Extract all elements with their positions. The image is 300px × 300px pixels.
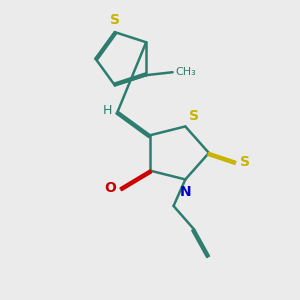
Text: S: S (189, 109, 199, 123)
Text: CH₃: CH₃ (176, 67, 196, 77)
Text: N: N (179, 185, 191, 199)
Text: O: O (104, 181, 116, 195)
Text: S: S (240, 155, 250, 169)
Text: S: S (110, 13, 120, 27)
Text: H: H (103, 104, 112, 117)
